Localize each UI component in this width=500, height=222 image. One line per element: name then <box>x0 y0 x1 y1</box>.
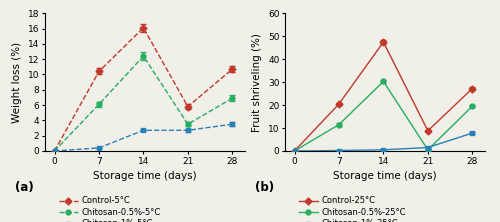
Y-axis label: Fruit shriveling (%): Fruit shriveling (%) <box>252 33 262 132</box>
Legend: Control-5°C, Chitosan-0.5%-5°C, Chitosan-1%-5°C: Control-5°C, Chitosan-0.5%-5°C, Chitosan… <box>59 196 161 222</box>
Legend: Control-25°C, Chitosan-0.5%-25°C, Chitosan-1%-25°C: Control-25°C, Chitosan-0.5%-25°C, Chitos… <box>299 196 406 222</box>
Text: (b): (b) <box>255 181 274 194</box>
X-axis label: Storage time (days): Storage time (days) <box>93 171 197 181</box>
Text: (a): (a) <box>15 181 34 194</box>
X-axis label: Storage time (days): Storage time (days) <box>333 171 437 181</box>
Y-axis label: Weight loss (%): Weight loss (%) <box>12 42 22 123</box>
